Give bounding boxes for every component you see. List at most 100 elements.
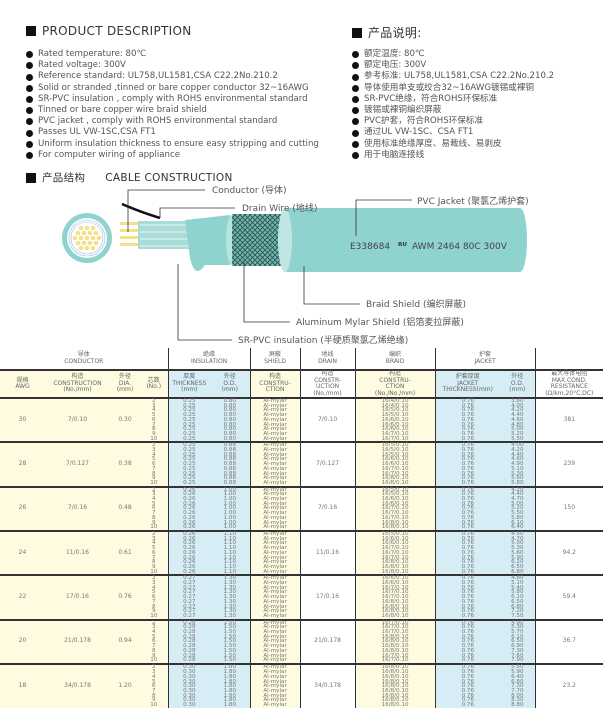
- description-item: 额定电压: 300V: [352, 60, 554, 71]
- conductor-strand: [75, 240, 81, 246]
- title-cn: 产品结构: [42, 172, 86, 184]
- label-braid-shield: Braid Shield (编织屏蔽): [366, 298, 466, 310]
- cell-jkt-thk: 0.76 0.76 0.76 0.76 0.76 0.76 0.76 0.76 …: [434, 618, 501, 664]
- group-header: 地线 DRAIN: [299, 348, 356, 370]
- cell-awg: 18: [0, 662, 45, 709]
- cell-drain: 21/0.178: [299, 618, 356, 664]
- column-header: 构造 CONSTR- UCTION (No./mm): [299, 369, 356, 398]
- cell-ins-thk: 0.25 0.25 0.25 0.25 0.25 0.25 0.25 0.25 …: [167, 396, 211, 443]
- square-bullet-icon: [26, 26, 36, 36]
- label-conductor: Conductor (导体): [212, 184, 286, 196]
- cell-jkt-od: 3.80 4.00 4.20 4.40 4.60 4.80 5.00 5.20 …: [500, 396, 536, 443]
- cell-ins-thk: 0.25 0.25 0.25 0.25 0.25 0.25 0.25 0.25 …: [167, 441, 211, 487]
- cell-construction: 7/0.10: [45, 396, 110, 443]
- cell-shield: Al-mylar Al-mylar Al-mylar Al-mylar Al-m…: [249, 441, 301, 487]
- column-header: 构造 CONSTRU- CTION: [249, 369, 301, 398]
- cell-resistance: 23.2: [534, 662, 603, 709]
- cell-drain: 11/0.16: [299, 529, 356, 576]
- cell-jkt-od: 4.50 4.70 5.00 5.30 5.60 5.90 6.20 6.50 …: [500, 529, 536, 576]
- cell-cores: 2 3 4 5 6 7 8 9 10: [140, 396, 169, 443]
- cell-jkt-thk: 0.76 0.76 0.76 0.76 0.76 0.76 0.76 0.76 …: [434, 574, 501, 620]
- description-item: SR-PVC绝缘，符合ROHS环保标准: [352, 94, 554, 105]
- table-row: 20 21/0.178 0.94 2 3 4 5 6 7 8 9 10 0.28 0.2…: [0, 618, 603, 664]
- cell-ins-od: 1.30 1.30 1.30 1.30 1.30 1.30 1.30 1.30 …: [210, 574, 251, 620]
- title-text: 产品说明:: [368, 26, 422, 40]
- cell-dia: 0.76: [110, 574, 140, 620]
- conductor-strand: [81, 230, 87, 236]
- table-row: 24 11/0.16 0.61 2 3 4 5 6 7 8 9 10 0.26 0.26…: [0, 529, 603, 576]
- title-text: PRODUCT DESCRIPTION: [42, 24, 192, 38]
- spec-table: 导体 CONDUCTOR 绝缘 INSULATION 屏蔽 SHIELD 地线 DRA…: [0, 348, 603, 709]
- description-item: PVC jacket , comply with ROHS environmen…: [26, 116, 319, 127]
- cell-drain: 7/0.127: [299, 441, 356, 487]
- cell-ins-od: 0.80 0.80 0.80 0.80 0.80 0.80 0.80 0.80 …: [210, 396, 251, 443]
- description-item: Rated voltage: 300V: [26, 60, 319, 71]
- description-item: 参考标准: UL758,UL1581,CSA C22.2No.210.2: [352, 71, 554, 82]
- product-description-title: PRODUCT DESCRIPTION: [26, 24, 192, 38]
- cell-resistance: 94.2: [534, 529, 603, 576]
- group-header: 编织 BRAID: [354, 348, 436, 370]
- cell-awg: 20: [0, 618, 45, 664]
- conductor-strand: [78, 245, 84, 251]
- cell-cores: 2 3 4 5 6 7 8 9 10: [140, 618, 169, 664]
- jacket-print-rating: AWM 2464 80C 300V: [412, 242, 508, 252]
- cell-ins-thk: 0.26 0.26 0.26 0.26 0.26 0.26 0.26 0.26 …: [167, 529, 211, 576]
- cell-awg: 24: [0, 529, 45, 576]
- conductor-strand: [81, 240, 87, 246]
- description-item: SR-PVC insulation , comply with ROHS env…: [26, 94, 319, 105]
- cell-shield: Al-mylar Al-mylar Al-mylar Al-mylar Al-m…: [249, 618, 301, 664]
- cell-construction: 17/0.16: [45, 574, 110, 620]
- group-header: 护套 JACKET: [434, 348, 536, 370]
- ul-logo-icon: ᴿᵁ: [398, 242, 407, 252]
- cable-construction-title: 产品结构 CABLE CONSTRUCTION: [26, 170, 233, 185]
- cell-resistance: 381: [534, 396, 603, 443]
- column-header: 构造 CONSTRU- CTION (No./No./mm): [354, 369, 436, 398]
- table-row: 18 34/0.178 1.20 2 3 4 5 6 7 8 9 10 0.30 0.3…: [0, 662, 603, 709]
- cell-jkt-od: 5.50 5.90 6.40 6.80 7.30 7.70 8.00 8.30 …: [500, 662, 536, 709]
- description-item: Reference standard: UL758,UL1581,CSA C22…: [26, 71, 319, 82]
- conductor-strand: [90, 245, 96, 251]
- column-header: 芯数 (No.): [140, 369, 169, 398]
- group-header: 屏蔽 SHIELD: [249, 348, 301, 370]
- conductor-strand: [75, 230, 81, 236]
- conductor-strand: [84, 225, 90, 231]
- conductor-strand: [87, 240, 93, 246]
- cell-jkt-od: 4.80 5.10 5.40 5.80 6.10 6.50 6.80 7.20 …: [500, 574, 536, 620]
- conductor-strand: [93, 230, 99, 236]
- cell-jkt-thk: 0.76 0.76 0.76 0.76 0.76 0.76 0.76 0.76 …: [434, 396, 501, 443]
- conductor-strand: [96, 235, 102, 241]
- label-insulation: SR-PVC insulation (半硬质聚氯乙烯绝缘): [238, 334, 408, 346]
- cell-resistance: 59.4: [534, 574, 603, 620]
- column-header: 最大导体电阻 MAX.COND. RESISTANCE (Ω/km,20°C,D…: [534, 369, 603, 398]
- group-header: 导体 CONDUCTOR: [64, 351, 104, 365]
- cell-construction: 11/0.16: [45, 529, 110, 576]
- cell-cores: 2 3 4 5 6 7 8 9 10: [140, 529, 169, 576]
- table-row: 30 7/0.10 0.30 2 3 4 5 6 7 8 9 10 0.25 0.25 …: [0, 396, 603, 443]
- cell-braid: 16/8/0.10 16/8/0.10 16/8/0.10 16/8/0.10 …: [354, 662, 436, 709]
- braid-shield: [232, 214, 284, 266]
- group-header: 绝缘 INSULATION: [167, 348, 251, 370]
- cell-construction: 7/0.16: [45, 485, 110, 531]
- description-item: Passes UL VW-1SC,CSA FT1: [26, 127, 319, 138]
- conductor-strand: [84, 235, 90, 241]
- description-item: Solid or stranded ,tinned or bare copper…: [26, 83, 319, 94]
- conductor-strand: [93, 240, 99, 246]
- column-header: 外径 DIA. (mm): [110, 369, 140, 398]
- description-item: 使用标准绝缘厚度、易裁线、易剥皮: [352, 139, 554, 150]
- cell-construction: 21/0.178: [45, 618, 110, 664]
- table-row: 22 17/0.16 0.76 2 3 4 5 6 7 8 9 10 0.27 0.27…: [0, 574, 603, 620]
- cell-jkt-od: 4.90 5.30 5.70 6.10 6.50 6.90 7.30 7.60 …: [500, 618, 536, 664]
- description-item: Tinned or bare copper wire braid shield: [26, 105, 319, 116]
- description-item: PVC护套，符合ROHS环保标准: [352, 116, 554, 127]
- cell-jkt-od: 4.00 4.20 4.40 4.60 4.90 5.10 5.30 5.60 …: [500, 441, 536, 487]
- column-header: 外径 O.D. (mm): [210, 369, 251, 398]
- cell-dia: 0.61: [110, 529, 140, 576]
- cell-drain: 17/0.16: [299, 574, 356, 620]
- cell-ins-od: 1.00 1.00 1.00 1.00 1.00 1.00 1.00 1.00 …: [210, 485, 251, 531]
- mylar-shield: [185, 215, 230, 272]
- cell-construction: 34/0.178: [45, 662, 110, 709]
- conductor-strand: [90, 225, 96, 231]
- cell-cores: 2 3 4 5 6 7 8 9 10: [140, 662, 169, 709]
- title-en: CABLE CONSTRUCTION: [105, 171, 233, 184]
- cell-ins-od: 1.80 1.80 1.80 1.80 1.80 1.80 1.80 1.80 …: [210, 662, 251, 709]
